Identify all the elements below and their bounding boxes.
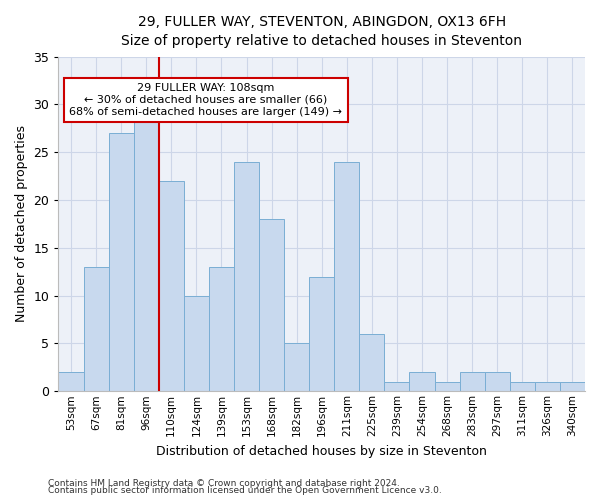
Bar [510, 382, 535, 392]
Bar [434, 382, 460, 392]
Y-axis label: Number of detached properties: Number of detached properties [15, 126, 28, 322]
Title: 29, FULLER WAY, STEVENTON, ABINGDON, OX13 6FH
Size of property relative to detac: 29, FULLER WAY, STEVENTON, ABINGDON, OX1… [121, 15, 522, 48]
Bar [460, 372, 485, 392]
Bar [109, 133, 134, 392]
Bar [485, 372, 510, 392]
Bar [83, 267, 109, 392]
Bar [359, 334, 385, 392]
Bar [284, 344, 309, 392]
Bar [234, 162, 259, 392]
Bar [309, 276, 334, 392]
Bar [134, 114, 159, 392]
Bar [184, 296, 209, 392]
Bar [159, 181, 184, 392]
Bar [259, 219, 284, 392]
Bar [58, 372, 83, 392]
Bar [334, 162, 359, 392]
Bar [409, 372, 434, 392]
Text: Contains HM Land Registry data © Crown copyright and database right 2024.: Contains HM Land Registry data © Crown c… [48, 478, 400, 488]
Bar [535, 382, 560, 392]
Bar [560, 382, 585, 392]
Bar [209, 267, 234, 392]
X-axis label: Distribution of detached houses by size in Steventon: Distribution of detached houses by size … [156, 444, 487, 458]
Text: 29 FULLER WAY: 108sqm
← 30% of detached houses are smaller (66)
68% of semi-deta: 29 FULLER WAY: 108sqm ← 30% of detached … [70, 84, 343, 116]
Bar [385, 382, 409, 392]
Text: Contains public sector information licensed under the Open Government Licence v3: Contains public sector information licen… [48, 486, 442, 495]
